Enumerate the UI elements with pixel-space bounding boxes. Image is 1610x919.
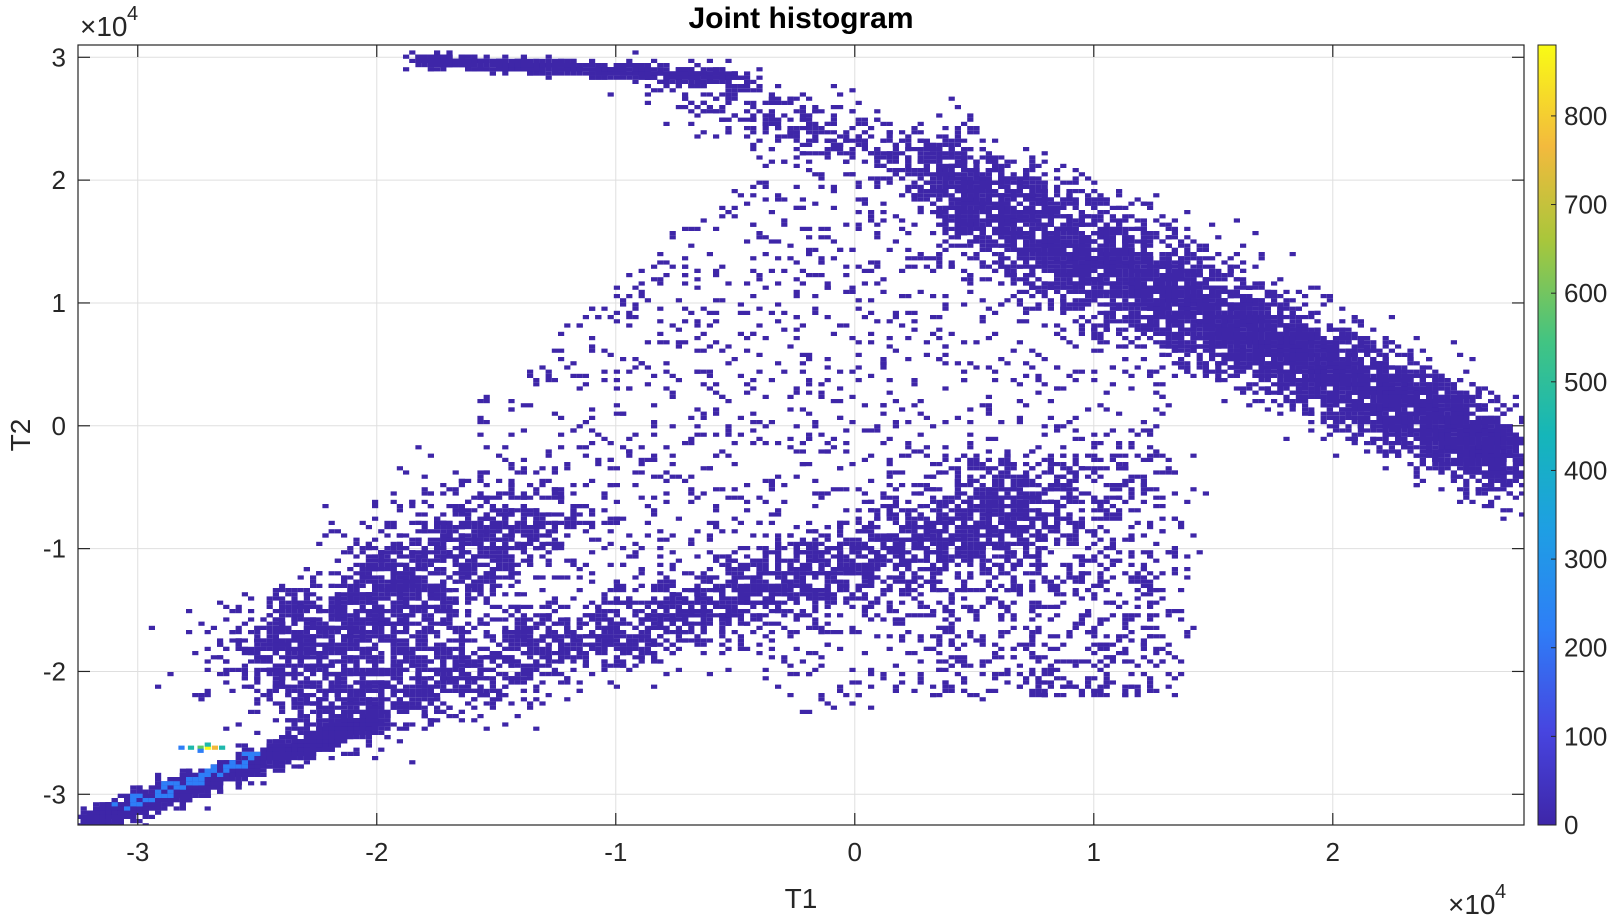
y-exponent-power: 4 — [127, 3, 138, 25]
peak-cell — [187, 745, 195, 750]
y-tick-label: 1 — [52, 288, 66, 318]
x-exponent-power: 4 — [1495, 881, 1506, 903]
peak-cell — [204, 742, 211, 747]
colorbar-tick-label: 0 — [1564, 810, 1578, 840]
colorbar-tick-label: 400 — [1564, 455, 1607, 485]
colorbar-tick-label: 200 — [1564, 633, 1607, 663]
y-exponent-label: ×10 4 — [80, 3, 138, 42]
x-tick-label: 2 — [1326, 837, 1340, 867]
x-tick-label: 1 — [1087, 837, 1101, 867]
x-axis-label: T1 — [785, 883, 818, 914]
y-axis-label: T2 — [5, 419, 36, 452]
peak-cell — [211, 745, 218, 750]
x-tick-label: -3 — [126, 837, 149, 867]
colorbar-tick-label: 700 — [1564, 190, 1607, 220]
peak-cell — [204, 745, 211, 750]
x-tick-label: -1 — [604, 837, 627, 867]
colorbar-tick-label: 300 — [1564, 544, 1607, 574]
x-tick-label: -2 — [365, 837, 388, 867]
colorbar-ticks: 0 100 200 300 400 500 600 700 800 — [1551, 101, 1607, 840]
y-tick-label: 2 — [52, 165, 66, 195]
heatmap-cells — [78, 50, 1524, 825]
x-exponent-base: ×10 — [1448, 889, 1496, 919]
y-tick-label: -1 — [43, 534, 66, 564]
x-tick-label: 0 — [848, 837, 862, 867]
peak-cell — [178, 745, 185, 750]
peak-cell — [197, 745, 204, 750]
plot-frame — [77, 44, 1525, 826]
colorbar: 0 100 200 300 400 500 600 700 800 — [1537, 44, 1607, 840]
colorbar-tick-label: 600 — [1564, 278, 1607, 308]
colorbar-tick-label: 500 — [1564, 367, 1607, 397]
y-tick-label: 3 — [52, 42, 66, 72]
colorbar-tick-label: 800 — [1564, 101, 1607, 131]
x-axis-ticks: -3 -2 -1 0 1 2 — [126, 45, 1340, 867]
y-exponent-base: ×10 — [80, 11, 128, 42]
y-axis-ticks: -3 -2 -1 0 1 2 3 — [43, 42, 1524, 809]
y-tick-label: 0 — [52, 411, 66, 441]
y-tick-label: -3 — [43, 779, 66, 809]
peak-cell — [219, 745, 226, 750]
peak-cell — [197, 748, 204, 753]
chart-title: Joint histogram — [688, 2, 913, 35]
colorbar-gradient — [1537, 44, 1557, 826]
x-exponent-label: ×10 4 — [1448, 881, 1506, 919]
colorbar-tick-label: 100 — [1564, 721, 1607, 751]
y-tick-label: -2 — [43, 656, 66, 686]
plot-area — [78, 45, 1524, 825]
